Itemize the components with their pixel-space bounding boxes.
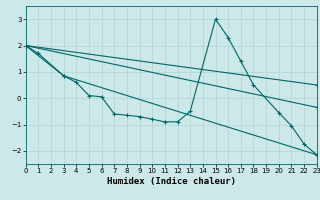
X-axis label: Humidex (Indice chaleur): Humidex (Indice chaleur) bbox=[107, 177, 236, 186]
